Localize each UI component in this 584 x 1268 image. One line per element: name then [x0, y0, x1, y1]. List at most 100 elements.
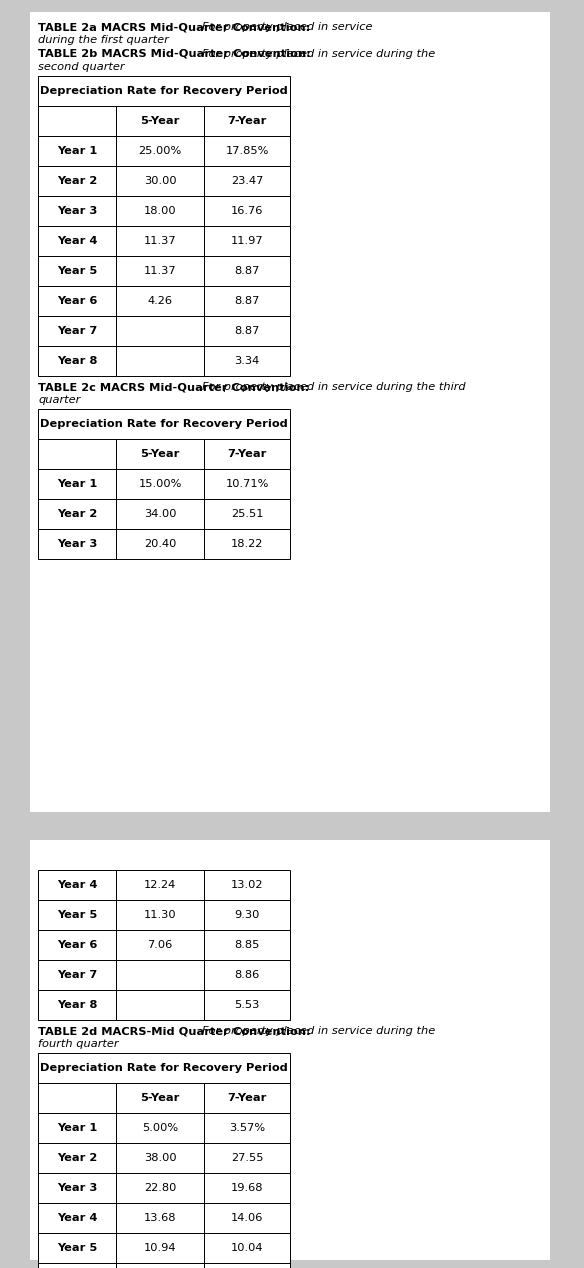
Bar	[204, 529, 290, 559]
Bar	[116, 529, 204, 559]
Bar	[116, 1203, 204, 1232]
Bar	[204, 346, 290, 377]
Text: For property placed in service during the: For property placed in service during th…	[202, 49, 435, 60]
Bar	[204, 900, 290, 929]
Text: quarter: quarter	[38, 396, 80, 404]
Text: Year 1: Year 1	[57, 1123, 97, 1134]
Bar	[38, 287, 116, 316]
Bar	[116, 1263, 204, 1268]
Bar	[38, 1142, 116, 1173]
Bar	[38, 1052, 290, 1083]
Text: Year 2: Year 2	[57, 176, 97, 186]
Text: 11.97: 11.97	[231, 236, 263, 246]
Bar	[116, 900, 204, 929]
Bar	[38, 529, 116, 559]
Bar	[116, 439, 204, 469]
Text: Year 6: Year 6	[57, 295, 97, 306]
Bar	[38, 870, 116, 900]
Text: 4.26: 4.26	[148, 295, 172, 306]
Text: 14.06: 14.06	[231, 1213, 263, 1224]
Bar	[116, 960, 204, 990]
Bar	[38, 500, 116, 529]
Bar	[204, 1173, 290, 1203]
Text: Depreciation Rate for Recovery Period: Depreciation Rate for Recovery Period	[40, 1063, 288, 1073]
Bar	[204, 1232, 290, 1263]
Text: 38.00: 38.00	[144, 1153, 176, 1163]
Text: Year 5: Year 5	[57, 910, 97, 921]
Text: 18.22: 18.22	[231, 539, 263, 549]
Text: during the first quarter: during the first quarter	[38, 36, 169, 44]
Text: 12.24: 12.24	[144, 880, 176, 890]
Text: Year 8: Year 8	[57, 1000, 97, 1011]
Text: 5.00%: 5.00%	[142, 1123, 178, 1134]
Text: For property placed in service during the: For property placed in service during th…	[202, 1026, 435, 1036]
Bar	[116, 1083, 204, 1113]
Bar	[116, 990, 204, 1019]
Bar	[116, 107, 204, 136]
Bar	[38, 346, 116, 377]
Bar	[204, 1083, 290, 1113]
Bar	[204, 469, 290, 500]
Bar	[38, 410, 290, 439]
Text: 25.51: 25.51	[231, 508, 263, 519]
Bar	[38, 136, 116, 166]
Text: For property placed in service: For property placed in service	[202, 22, 373, 32]
Text: Year 6: Year 6	[57, 940, 97, 950]
Text: 8.87: 8.87	[234, 295, 260, 306]
Bar	[204, 287, 290, 316]
Text: 23.47: 23.47	[231, 176, 263, 186]
Bar	[116, 1232, 204, 1263]
Bar	[38, 1113, 116, 1142]
Text: 3.57%: 3.57%	[229, 1123, 265, 1134]
Text: 13.02: 13.02	[231, 880, 263, 890]
Bar	[38, 316, 116, 346]
Text: 7-Year: 7-Year	[227, 115, 267, 126]
Bar	[38, 1173, 116, 1203]
Bar	[38, 990, 116, 1019]
Bar	[204, 197, 290, 226]
Bar	[204, 439, 290, 469]
Text: fourth quarter: fourth quarter	[38, 1038, 119, 1049]
Text: Year 2: Year 2	[57, 1153, 97, 1163]
Text: Year 7: Year 7	[57, 326, 97, 336]
Text: 5.53: 5.53	[234, 1000, 260, 1011]
Text: 13.68: 13.68	[144, 1213, 176, 1224]
Bar	[116, 1173, 204, 1203]
Bar	[204, 990, 290, 1019]
Text: 11.37: 11.37	[144, 236, 176, 246]
Bar	[38, 197, 116, 226]
Text: 8.87: 8.87	[234, 326, 260, 336]
Text: TABLE 2d MACRS-Mid Quarter Convention:: TABLE 2d MACRS-Mid Quarter Convention:	[38, 1026, 311, 1036]
Bar	[38, 226, 116, 256]
Text: Year 4: Year 4	[57, 880, 97, 890]
Bar	[38, 1203, 116, 1232]
Text: 7-Year: 7-Year	[227, 449, 267, 459]
Text: 10.04: 10.04	[231, 1243, 263, 1253]
Bar	[204, 870, 290, 900]
Bar	[38, 166, 116, 197]
Text: 5-Year: 5-Year	[140, 1093, 180, 1103]
Text: Year 3: Year 3	[57, 539, 97, 549]
Text: Year 4: Year 4	[57, 236, 97, 246]
Text: TABLE 2b MACRS Mid-Quarter Convention:: TABLE 2b MACRS Mid-Quarter Convention:	[38, 49, 311, 60]
Text: 5-Year: 5-Year	[140, 449, 180, 459]
Text: Depreciation Rate for Recovery Period: Depreciation Rate for Recovery Period	[40, 86, 288, 96]
Text: 7.06: 7.06	[147, 940, 173, 950]
Bar	[204, 1113, 290, 1142]
Text: Year 5: Year 5	[57, 1243, 97, 1253]
Bar	[38, 256, 116, 287]
Text: Year 2: Year 2	[57, 508, 97, 519]
Bar	[204, 960, 290, 990]
Bar	[38, 469, 116, 500]
Text: Year 1: Year 1	[57, 479, 97, 489]
Bar	[116, 346, 204, 377]
Bar	[116, 136, 204, 166]
Text: Year 8: Year 8	[57, 356, 97, 366]
Bar	[204, 107, 290, 136]
Text: 17.85%: 17.85%	[225, 146, 269, 156]
Text: Year 5: Year 5	[57, 266, 97, 276]
Bar	[116, 929, 204, 960]
Text: 10.94: 10.94	[144, 1243, 176, 1253]
Bar	[204, 256, 290, 287]
Text: 8.85: 8.85	[234, 940, 260, 950]
